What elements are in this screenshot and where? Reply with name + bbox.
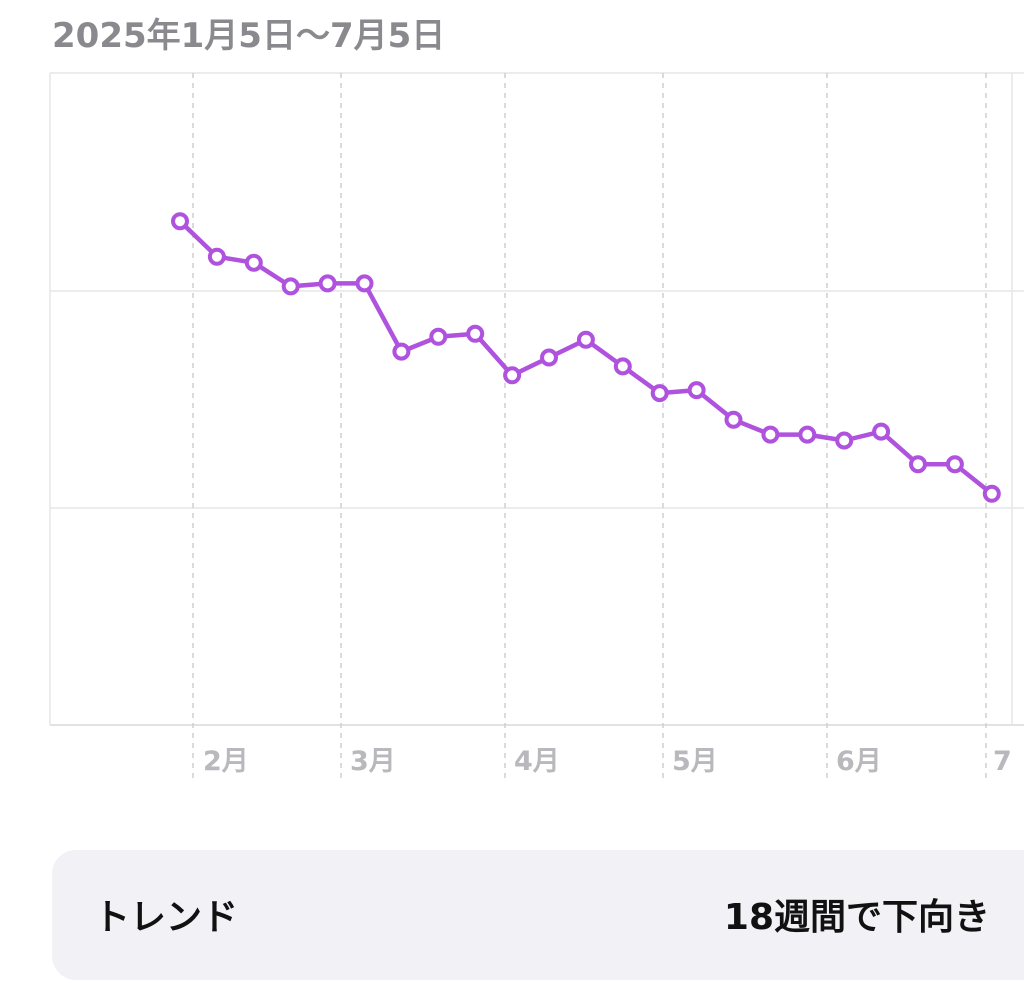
data-point[interactable] bbox=[761, 425, 780, 444]
data-point[interactable] bbox=[613, 357, 632, 376]
data-point[interactable] bbox=[835, 431, 854, 450]
x-tick-label: 7 bbox=[993, 746, 1012, 777]
data-point[interactable] bbox=[318, 274, 337, 293]
data-point[interactable] bbox=[872, 422, 891, 441]
data-point[interactable] bbox=[724, 410, 743, 429]
data-point[interactable] bbox=[355, 274, 374, 293]
data-point[interactable] bbox=[392, 342, 411, 361]
data-point[interactable] bbox=[798, 425, 817, 444]
x-tick-label: 4月 bbox=[514, 746, 560, 777]
data-point[interactable] bbox=[503, 366, 522, 385]
series-line bbox=[177, 218, 995, 497]
trend-value: 18週間で下向き bbox=[723, 897, 990, 938]
data-point[interactable] bbox=[687, 381, 706, 400]
trend-label: トレンド bbox=[94, 897, 239, 938]
x-tick-label: 2月 bbox=[203, 746, 249, 777]
x-tick-label: 6月 bbox=[836, 746, 882, 777]
data-point[interactable] bbox=[540, 348, 558, 367]
trend-card[interactable]: トレンド 18週間で下向き bbox=[52, 850, 1024, 980]
data-point[interactable] bbox=[466, 324, 485, 343]
data-point[interactable] bbox=[650, 384, 669, 403]
data-point[interactable] bbox=[945, 455, 964, 474]
data-point[interactable] bbox=[576, 330, 595, 349]
trend-line-chart[interactable]: 2月 3月 4月 5月 6月 7 bbox=[0, 0, 1024, 800]
data-point[interactable] bbox=[281, 277, 300, 296]
data-point[interactable] bbox=[244, 253, 263, 272]
x-tick-label: 5月 bbox=[672, 746, 718, 777]
data-point[interactable] bbox=[982, 484, 1001, 503]
data-point[interactable] bbox=[429, 327, 448, 346]
data-point[interactable] bbox=[909, 455, 927, 474]
data-series bbox=[171, 212, 1001, 503]
data-point[interactable] bbox=[207, 247, 226, 266]
x-tick-label: 3月 bbox=[350, 746, 396, 777]
data-point[interactable] bbox=[171, 212, 189, 231]
date-range-title: 2025年1月5日〜7月5日 bbox=[52, 16, 446, 56]
